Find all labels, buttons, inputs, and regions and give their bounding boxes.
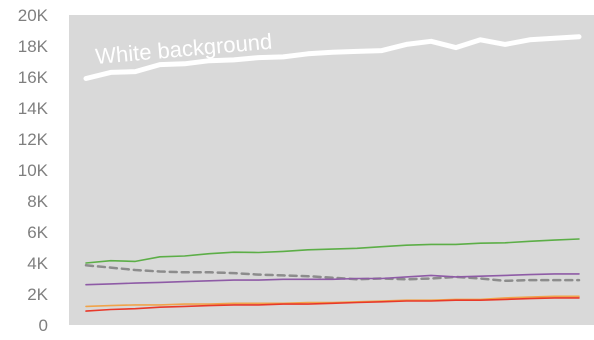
y-tick-label: 2K	[27, 285, 48, 304]
y-tick-label: 20K	[18, 6, 49, 25]
y-tick-label: 18K	[18, 37, 49, 56]
y-tick-label: 14K	[18, 99, 49, 118]
y-tick-label: 12K	[18, 130, 49, 149]
series-line-3	[84, 264, 581, 283]
series-line-6	[85, 297, 580, 312]
y-tick-label: 0	[39, 316, 48, 335]
series-line-1	[83, 34, 582, 81]
y-tick-label: 4K	[27, 254, 48, 273]
y-tick-label: 10K	[18, 161, 49, 180]
y-tick-label: 6K	[27, 223, 48, 242]
y-tick-label: 16K	[18, 68, 49, 87]
y-tick-label: 8K	[27, 192, 48, 211]
series-line-2	[85, 238, 580, 264]
series-line-4	[85, 273, 580, 286]
